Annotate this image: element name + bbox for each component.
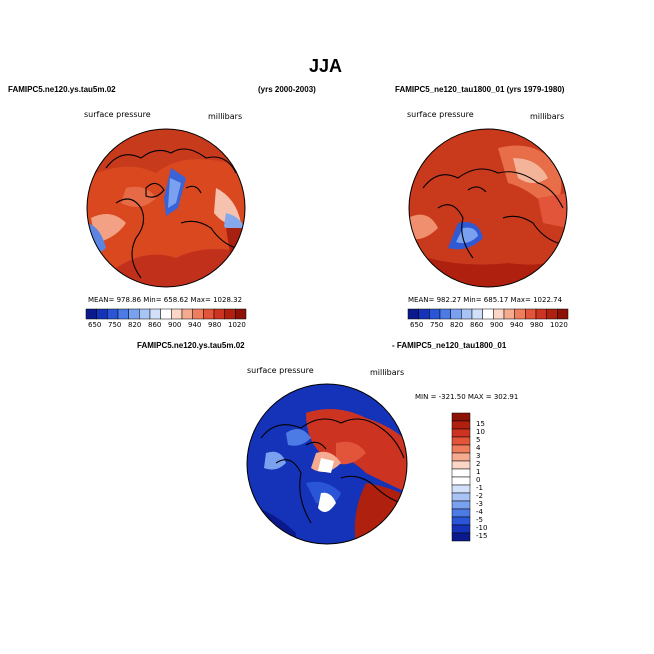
colorbar-tick-label: 860 — [148, 321, 162, 329]
panel1-polar-map — [86, 128, 246, 288]
colorbar-swatch — [451, 460, 471, 470]
colorbar-swatch — [482, 308, 494, 320]
colorbar-tick-label: 750 — [108, 321, 122, 329]
panel3-polar-map — [246, 383, 408, 545]
colorbar-swatch — [451, 476, 471, 486]
colorbar-tick-label: -10 — [476, 524, 488, 532]
colorbar-swatch — [439, 308, 451, 320]
colorbar-tick-label: 900 — [490, 321, 504, 329]
colorbar-swatch — [213, 308, 225, 320]
colorbar-swatch — [235, 308, 247, 320]
colorbar-swatch — [96, 308, 108, 320]
colorbar-swatch — [128, 308, 140, 320]
colorbar-swatch — [535, 308, 547, 320]
colorbar-swatch — [451, 500, 471, 510]
panel1-header-right: (yrs 2000-2003) — [258, 85, 316, 94]
colorbar-tick-label: 2 — [476, 460, 481, 468]
panel3-stats: MIN = -321.50 MAX = 302.91 — [415, 393, 519, 401]
panel1-header-left: FAMIPC5.ne120.ys.tau5m.02 — [8, 85, 116, 94]
colorbar-swatch — [85, 308, 97, 320]
colorbar-tick-label: 5 — [476, 436, 481, 444]
panel3-header-left: FAMIPC5.ne120.ys.tau5m.02 — [137, 341, 245, 350]
colorbar-tick-label: -15 — [476, 532, 488, 540]
colorbar-swatch — [107, 308, 119, 320]
figure-title: JJA — [309, 56, 343, 76]
colorbar-tick-label: 4 — [476, 444, 481, 452]
colorbar-tick-label: 900 — [168, 321, 182, 329]
colorbar-swatch — [451, 492, 471, 502]
colorbar-tick-label: 10 — [476, 428, 485, 436]
colorbar-tick-label: 940 — [510, 321, 524, 329]
panel3-colorbar — [451, 412, 471, 542]
colorbar-swatch — [149, 308, 161, 320]
panel2-colorbar — [407, 308, 569, 320]
colorbar-tick-label: -3 — [476, 500, 483, 508]
colorbar-swatch — [451, 484, 471, 494]
colorbar-tick-label: 1 — [476, 468, 481, 476]
panel1-stats: MEAN= 978.86 Min= 658.62 Max= 1028.32 — [88, 296, 243, 304]
colorbar-tick-label: 1020 — [550, 321, 568, 329]
colorbar-swatch — [451, 412, 471, 422]
colorbar-swatch — [139, 308, 151, 320]
colorbar-tick-label: -5 — [476, 516, 483, 524]
colorbar-swatch — [117, 308, 129, 320]
colorbar-tick-label: 980 — [208, 321, 222, 329]
colorbar-swatch — [181, 308, 193, 320]
colorbar-swatch — [160, 308, 172, 320]
colorbar-swatch — [546, 308, 558, 320]
colorbar-swatch — [451, 452, 471, 462]
colorbar-swatch — [429, 308, 441, 320]
colorbar-tick-label: 980 — [530, 321, 544, 329]
colorbar-swatch — [418, 308, 430, 320]
colorbar-tick-label: 0 — [476, 476, 481, 484]
colorbar-swatch — [203, 308, 215, 320]
colorbar-swatch — [171, 308, 183, 320]
panel3-units-label: millibars — [370, 368, 405, 377]
colorbar-swatch — [450, 308, 462, 320]
colorbar-swatch — [514, 308, 526, 320]
colorbar-tick-label: 650 — [410, 321, 424, 329]
colorbar-swatch — [451, 516, 471, 526]
panel2-header: FAMIPC5_ne120_tau1800_01 (yrs 1979-1980) — [395, 85, 565, 94]
colorbar-swatch — [503, 308, 515, 320]
panel1-colorbar — [85, 308, 247, 320]
panel2-polar-map — [408, 128, 568, 288]
colorbar-swatch — [451, 420, 471, 430]
colorbar-tick-label: 650 — [88, 321, 102, 329]
colorbar-swatch — [451, 444, 471, 454]
colorbar-tick-label: 3 — [476, 452, 481, 460]
colorbar-swatch — [525, 308, 537, 320]
colorbar-tick-label: 860 — [470, 321, 484, 329]
colorbar-swatch — [493, 308, 505, 320]
colorbar-tick-label: 820 — [128, 321, 142, 329]
colorbar-swatch — [471, 308, 483, 320]
panel1-units-label: millibars — [208, 112, 243, 121]
panel2-stats: MEAN= 982.27 Min= 685.17 Max= 1022.74 — [408, 296, 563, 304]
colorbar-tick-label: 750 — [430, 321, 444, 329]
colorbar-tick-label: 940 — [188, 321, 202, 329]
colorbar-swatch — [451, 508, 471, 518]
colorbar-swatch — [451, 436, 471, 446]
colorbar-swatch — [557, 308, 569, 320]
colorbar-tick-label: 15 — [476, 420, 485, 428]
colorbar-swatch — [451, 532, 471, 542]
colorbar-tick-label: -4 — [476, 508, 483, 516]
colorbar-swatch — [224, 308, 236, 320]
panel1-field-label: surface pressure — [84, 110, 151, 119]
colorbar-tick-label: -1 — [476, 484, 483, 492]
colorbar-swatch — [192, 308, 204, 320]
colorbar-tick-label: 820 — [450, 321, 464, 329]
colorbar-swatch — [407, 308, 419, 320]
colorbar-tick-label: 1020 — [228, 321, 246, 329]
colorbar-swatch — [461, 308, 473, 320]
colorbar-swatch — [451, 468, 471, 478]
colorbar-swatch — [451, 524, 471, 534]
panel3-field-label: surface pressure — [247, 366, 314, 375]
colorbar-swatch — [451, 428, 471, 438]
panel2-field-label: surface pressure — [407, 110, 474, 119]
panel3-header-right: - FAMIPC5_ne120_tau1800_01 — [392, 341, 507, 350]
colorbar-tick-label: -2 — [476, 492, 483, 500]
panel2-units-label: millibars — [530, 112, 565, 121]
